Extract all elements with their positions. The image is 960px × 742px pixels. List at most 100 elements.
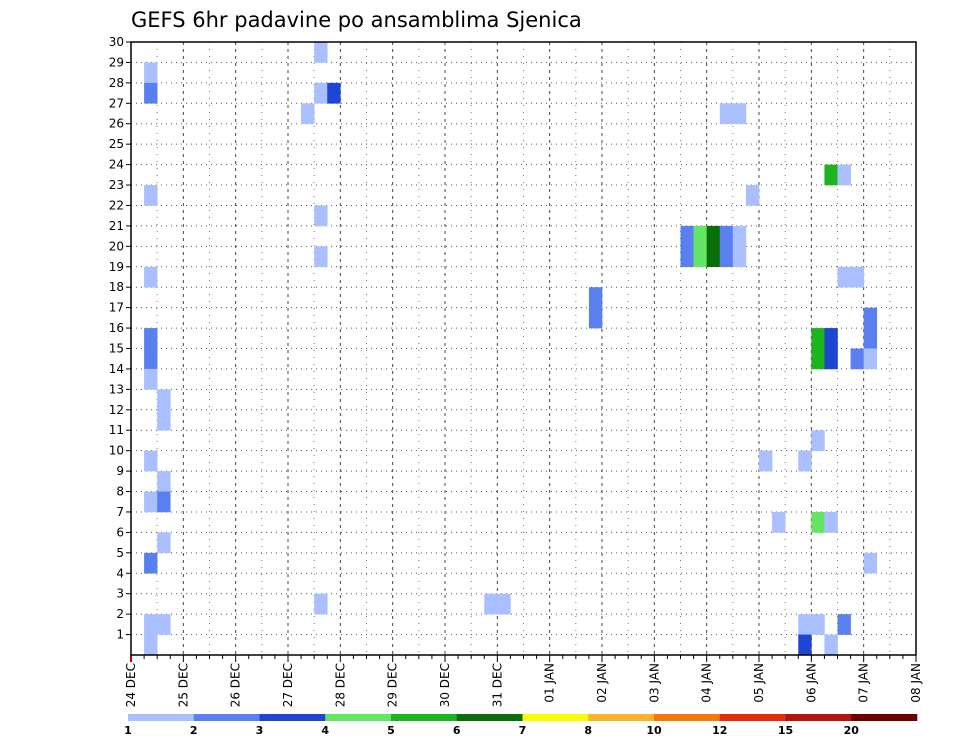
colorbar-segment (193, 714, 260, 721)
precip-cell (824, 164, 838, 186)
precip-cell (811, 511, 825, 533)
colorbar-segment (325, 714, 392, 721)
colorbar-segment (851, 714, 918, 721)
y-tick-label: 1 (116, 628, 124, 642)
x-axis-ticks: 24 DEC 25 DEC 26 DEC 27 DEC 28 DEC 29 DEC 30 D… (124, 655, 923, 707)
x-tick-label: 30 DEC (438, 663, 452, 707)
precip-cell (144, 328, 158, 349)
y-tick-label: 17 (109, 301, 124, 315)
precip-cell (693, 246, 707, 268)
x-tick-label: 27 DEC (281, 663, 295, 707)
colorbar-label: 12 (712, 724, 727, 737)
precip-cell (824, 328, 838, 349)
chart-title: GEFS 6hr padavine po ansamblima Sjenica (131, 8, 582, 32)
precip-cell (144, 450, 158, 472)
precip-cell (157, 532, 171, 554)
plot-frame (130, 41, 917, 656)
x-tick-label: 05 JAN (752, 663, 766, 703)
precip-cell (157, 409, 171, 431)
precip-cell (719, 225, 734, 247)
y-tick-label: 14 (109, 362, 124, 376)
x-tick-label: 08 JAN (909, 663, 923, 703)
x-tick-label: 25 DEC (176, 663, 190, 707)
precip-cell (693, 225, 707, 247)
colorbar-label: 3 (256, 724, 264, 737)
x-tick-label: 04 JAN (700, 663, 714, 703)
x-tick-label: 06 JAN (804, 663, 818, 703)
y-tick-label: 28 (109, 76, 124, 90)
precip-cell (863, 348, 878, 370)
y-tick-label: 23 (109, 178, 124, 192)
y-tick-label: 8 (116, 485, 124, 499)
precip-cell (850, 266, 864, 288)
precip-cell (824, 511, 838, 533)
precip-cell (863, 307, 878, 329)
precip-cell (327, 82, 341, 104)
colorbar-segment (785, 714, 852, 721)
precip-cell (144, 266, 158, 288)
colorbar-label: 4 (321, 724, 329, 737)
precip-cell (719, 103, 734, 125)
colorbar-label: 1 (124, 724, 132, 737)
precip-cell (811, 348, 825, 370)
precip-cell (798, 450, 812, 472)
precip-cell (144, 634, 158, 656)
precip-cell (811, 614, 825, 635)
precip-cells (144, 42, 878, 656)
y-tick-label: 16 (109, 321, 124, 335)
precip-cell (772, 511, 786, 533)
x-tick-label: 29 DEC (386, 663, 400, 707)
x-tick-label: 03 JAN (647, 663, 661, 703)
y-tick-label: 2 (116, 607, 124, 621)
y-tick-label: 12 (109, 403, 124, 417)
precip-cell (680, 246, 694, 268)
colorbar-label: 5 (387, 724, 395, 737)
y-tick-label: 3 (116, 587, 124, 601)
precip-cell (824, 634, 838, 656)
precip-cell (144, 62, 158, 84)
y-tick-label: 30 (109, 35, 124, 49)
precip-cell (706, 246, 721, 268)
x-tick-label: 26 DEC (229, 663, 243, 707)
colorbar-label: 10 (646, 724, 662, 737)
x-tick-label: 07 JAN (857, 663, 871, 703)
grid-lines (131, 42, 916, 655)
y-tick-label: 5 (116, 546, 124, 560)
precip-cell (497, 593, 511, 615)
precip-cell (798, 614, 812, 635)
colorbar-segment (654, 714, 721, 721)
y-tick-label: 11 (109, 423, 124, 437)
precip-cell (314, 42, 328, 63)
colorbar-segment (522, 714, 589, 721)
precip-cell (588, 307, 603, 329)
x-tick-label: 01 JAN (543, 663, 557, 703)
precip-cell (706, 225, 721, 247)
y-tick-label: 19 (109, 260, 124, 274)
precip-cell (811, 430, 825, 451)
precip-cell (144, 82, 158, 104)
x-tick-label: 28 DEC (333, 663, 347, 707)
y-tick-label: 21 (109, 219, 124, 233)
precip-cell (144, 614, 158, 635)
colorbar-label: 20 (844, 724, 860, 737)
precip-cell (850, 348, 864, 370)
y-tick-label: 29 (109, 55, 124, 69)
colorbar-label: 7 (519, 724, 527, 737)
colorbar-label: 8 (584, 724, 592, 737)
x-tick-label: 24 DEC (124, 663, 138, 707)
precip-cell (144, 185, 158, 206)
precip-cell (732, 225, 747, 247)
precip-cell (157, 471, 171, 492)
precip-cell (798, 634, 812, 656)
colorbar-label: 15 (778, 724, 793, 737)
precip-cell (314, 593, 328, 615)
precip-cell (144, 491, 158, 513)
precip-cell (144, 368, 158, 390)
colorbar-label: 6 (453, 724, 461, 737)
precip-cell (837, 164, 851, 186)
precip-cell (157, 389, 171, 411)
y-tick-label: 20 (109, 239, 124, 253)
precip-cell (144, 552, 158, 574)
precip-cell (314, 82, 328, 104)
